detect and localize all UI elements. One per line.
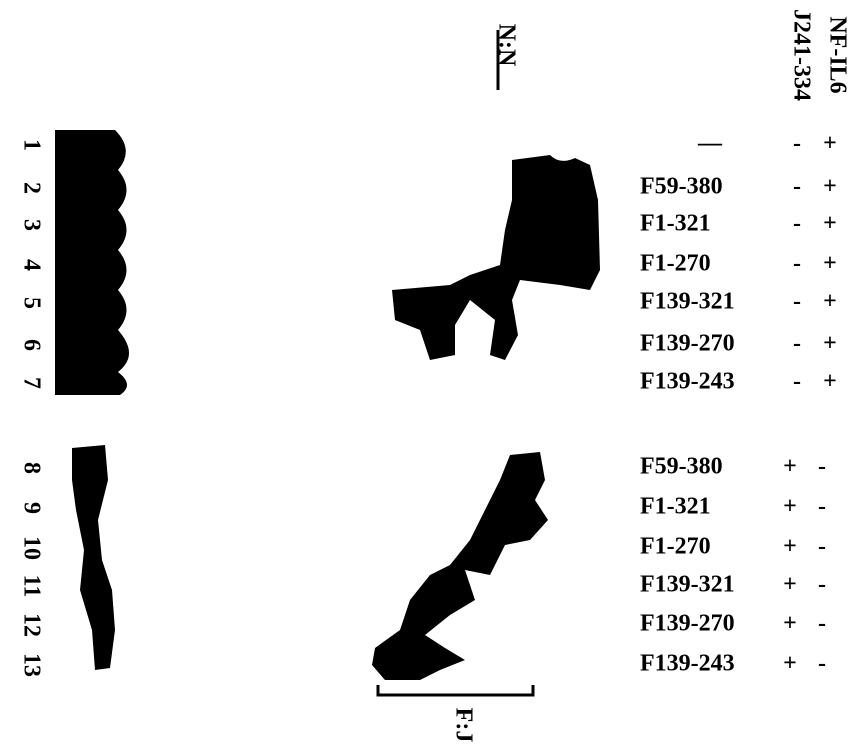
row-label: F1-321 xyxy=(640,211,711,237)
j241-sign: + xyxy=(783,454,797,480)
row-label: F139-270 xyxy=(640,331,735,357)
nfil6-sign: - xyxy=(818,572,826,598)
nfil6-sign: - xyxy=(818,534,826,560)
lane-number: 2 xyxy=(18,182,44,194)
lane-number: 8 xyxy=(18,462,44,474)
j241-sign: - xyxy=(793,331,801,357)
j241-sign: + xyxy=(783,534,797,560)
lane-number: 10 xyxy=(18,536,44,560)
nfil6-sign: - xyxy=(818,454,826,480)
nfil6-sign: - xyxy=(818,494,826,520)
row-label: F139-270 xyxy=(640,611,735,637)
nfil6-sign: + xyxy=(823,369,837,395)
row-label: F1-270 xyxy=(640,534,711,560)
lane-number: 5 xyxy=(18,297,44,309)
j241-sign: + xyxy=(783,611,797,637)
lane-number: 3 xyxy=(18,219,44,231)
nfil6-sign: + xyxy=(823,251,837,277)
j241-sign: - xyxy=(793,251,801,277)
row-label: F139-243 xyxy=(640,651,735,677)
header-j241: J241-334 xyxy=(788,9,814,101)
lane-number: 4 xyxy=(18,259,44,271)
band-left-bottom xyxy=(72,445,115,670)
lane-number: 1 xyxy=(18,139,44,151)
header-fj: F:J xyxy=(450,708,476,743)
nfil6-sign: + xyxy=(823,211,837,237)
j241-sign: + xyxy=(783,572,797,598)
j241-sign: - xyxy=(793,211,801,237)
row-label: F139-321 xyxy=(640,289,735,315)
nfil6-sign: + xyxy=(823,174,837,200)
nfil6-sign: - xyxy=(818,611,826,637)
j241-sign: + xyxy=(783,651,797,677)
lane-number: 11 xyxy=(18,575,44,598)
lane-number: 6 xyxy=(18,339,44,351)
row-label: F59-380 xyxy=(640,174,723,200)
nfil6-sign: + xyxy=(823,331,837,357)
header-nfil6: NF-IL6 xyxy=(824,16,850,93)
row-label: — xyxy=(697,131,723,157)
row-label: F59-380 xyxy=(640,454,723,480)
fj-bracket xyxy=(376,685,535,697)
band-left-top xyxy=(55,130,129,395)
band-mid-bottom xyxy=(372,452,548,680)
row-label: F139-321 xyxy=(640,572,735,598)
lane-number: 9 xyxy=(18,502,44,514)
blot xyxy=(55,30,600,697)
lane-number: 7 xyxy=(18,377,44,389)
lane-number: 13 xyxy=(18,653,44,677)
nfil6-sign: - xyxy=(818,651,826,677)
row-label: F1-270 xyxy=(640,251,711,277)
row-label: F139-243 xyxy=(640,369,735,395)
nfil6-sign: + xyxy=(823,131,837,157)
j241-sign: - xyxy=(793,131,801,157)
lane-number: 12 xyxy=(18,613,44,637)
row-label: F1-321 xyxy=(640,494,711,520)
band-mid-top xyxy=(392,155,600,360)
j241-sign: - xyxy=(793,369,801,395)
j241-sign: + xyxy=(783,494,797,520)
j241-sign: - xyxy=(793,174,801,200)
j241-sign: - xyxy=(793,289,801,315)
header-nn: N:N xyxy=(493,24,519,67)
nfil6-sign: + xyxy=(823,289,837,315)
